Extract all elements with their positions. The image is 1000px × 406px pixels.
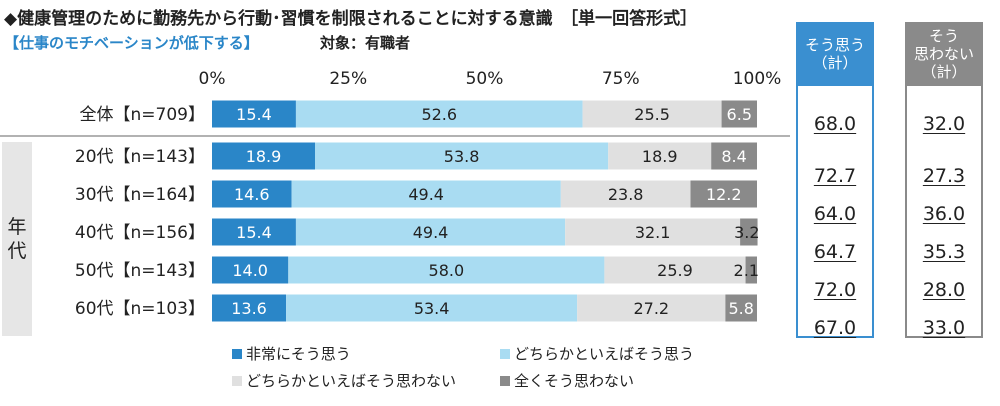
legend-swatch — [232, 375, 242, 386]
summary-disagree-value: 28.0 — [922, 279, 966, 301]
age-group-label-char-1: 年 — [7, 216, 27, 238]
bar-segment — [721, 100, 757, 128]
bar-segment — [725, 294, 757, 322]
bar-segment — [212, 218, 296, 246]
bar-segment — [740, 218, 758, 246]
chart-title: ◆健康管理のために勤務先から行動･習慣を制限されることに対する意識 ［単一回答形… — [4, 9, 698, 29]
bar-segment — [212, 100, 296, 128]
data-label: 25.9 — [657, 261, 693, 280]
summary-disagree-value: 27.3 — [922, 165, 966, 187]
category-label: 40代【n=156】 — [75, 223, 205, 243]
legend-swatch — [500, 348, 510, 359]
legend-swatch — [500, 375, 510, 386]
category-label: 60代【n=103】 — [75, 299, 205, 319]
summary-disagree-value: 36.0 — [922, 203, 966, 225]
data-label: 53.4 — [414, 299, 450, 318]
bar-segment — [286, 294, 578, 322]
data-label: 49.4 — [408, 185, 444, 204]
bar-segment — [295, 100, 583, 128]
x-tick-label: 100% — [733, 69, 782, 89]
data-label: 13.6 — [231, 299, 267, 318]
legend-label: どちらかといえばそう思う — [514, 345, 695, 363]
bar-segment — [711, 142, 757, 170]
x-tick-label: 0% — [199, 69, 226, 89]
data-label: 27.2 — [633, 299, 669, 318]
data-label: 52.6 — [421, 105, 457, 124]
legend-label: 非常にそう思う — [246, 345, 351, 363]
bar-segment — [212, 294, 287, 322]
summary-agree-column: そう思う （計） 68.0 72.7 64.0 64.7 72.0 67.0 — [796, 22, 874, 339]
bar-segment — [745, 256, 757, 284]
legend-swatch — [232, 348, 242, 359]
summary-agree-header-line-2: （計） — [812, 54, 858, 72]
category-label: 50代【n=143】 — [75, 261, 205, 281]
data-label: 18.9 — [642, 147, 678, 166]
bar-segment — [212, 180, 292, 208]
bar-segment — [560, 180, 691, 208]
data-label: 12.2 — [706, 185, 742, 204]
legend-label: どちらかといえばそう思わない — [246, 372, 457, 390]
summary-agree-value: 64.7 — [813, 241, 857, 263]
summary-disagree-value: 32.0 — [922, 113, 966, 135]
summary-disagree-header-line-1: そう — [928, 27, 959, 45]
data-label: 6.5 — [727, 105, 752, 124]
data-label: 14.0 — [232, 261, 268, 280]
summary-agree-value: 72.7 — [813, 165, 857, 187]
bar-segment — [577, 294, 726, 322]
summary-agree-value: 64.0 — [813, 203, 857, 225]
bar-segment — [212, 256, 289, 284]
legend-item: どちらかといえばそう思う — [500, 343, 694, 364]
data-label: 5.8 — [728, 299, 753, 318]
data-label: 49.4 — [413, 223, 449, 242]
summary-agree-value: 72.0 — [813, 279, 857, 301]
legend-item: 全くそう思わない — [500, 370, 634, 391]
data-label: 25.5 — [634, 105, 670, 124]
data-label: 32.1 — [635, 223, 671, 242]
x-tick-label: 75% — [602, 69, 640, 89]
data-label: 2.1 — [734, 261, 759, 280]
bar-segment — [295, 218, 566, 246]
bar-segment — [690, 180, 757, 208]
summary-agree-value: 68.0 — [813, 113, 857, 135]
bar-segment — [288, 256, 605, 284]
data-label: 18.9 — [246, 147, 282, 166]
bar-segment — [608, 142, 712, 170]
target-audience: 対象：有職者 — [320, 34, 411, 52]
bar-segment — [291, 180, 561, 208]
category-label: 30代【n=164】 — [75, 185, 205, 205]
summary-agree-value: 67.0 — [813, 317, 857, 339]
bar-segment — [565, 218, 741, 246]
bar-segment — [315, 142, 609, 170]
summary-disagree-value: 33.0 — [922, 317, 966, 339]
bar-segment — [604, 256, 746, 284]
x-tick-label: 50% — [466, 69, 504, 89]
summary-disagree-column: そう 思わない （計） 32.0 27.3 36.0 35.3 28.0 33.… — [905, 22, 983, 339]
category-label: 20代【n=143】 — [75, 147, 205, 167]
legend-item: どちらかといえばそう思わない — [232, 370, 456, 391]
age-group-label: 年 代 — [2, 142, 32, 336]
data-label: 14.6 — [234, 185, 270, 204]
data-label: 15.4 — [236, 105, 272, 124]
age-group-label-char-2: 代 — [7, 240, 27, 262]
x-tick-label: 25% — [329, 69, 367, 89]
summary-disagree-value: 35.3 — [922, 241, 966, 263]
summary-disagree-header: そう 思わない （計） — [905, 22, 983, 86]
data-label: 8.4 — [721, 147, 746, 166]
legend-item: 非常にそう思う — [232, 343, 351, 364]
bar-segment — [212, 142, 316, 170]
bar-segment — [582, 100, 722, 128]
category-label: 全体【n=709】 — [80, 105, 205, 125]
summary-agree-header-line-1: そう思う — [804, 36, 865, 54]
data-label: 53.8 — [444, 147, 480, 166]
summary-disagree-header-line-2: 思わない — [913, 45, 974, 63]
data-label: 15.4 — [236, 223, 272, 242]
summary-disagree-header-line-3: （計） — [921, 63, 967, 81]
chart-subtitle: 【仕事のモチベーションが低下する】 — [4, 34, 259, 52]
data-label: 3.2 — [734, 223, 759, 242]
data-label: 58.0 — [429, 261, 465, 280]
summary-agree-header: そう思う （計） — [796, 22, 874, 86]
legend-label: 全くそう思わない — [514, 372, 635, 390]
data-label: 23.8 — [608, 185, 644, 204]
